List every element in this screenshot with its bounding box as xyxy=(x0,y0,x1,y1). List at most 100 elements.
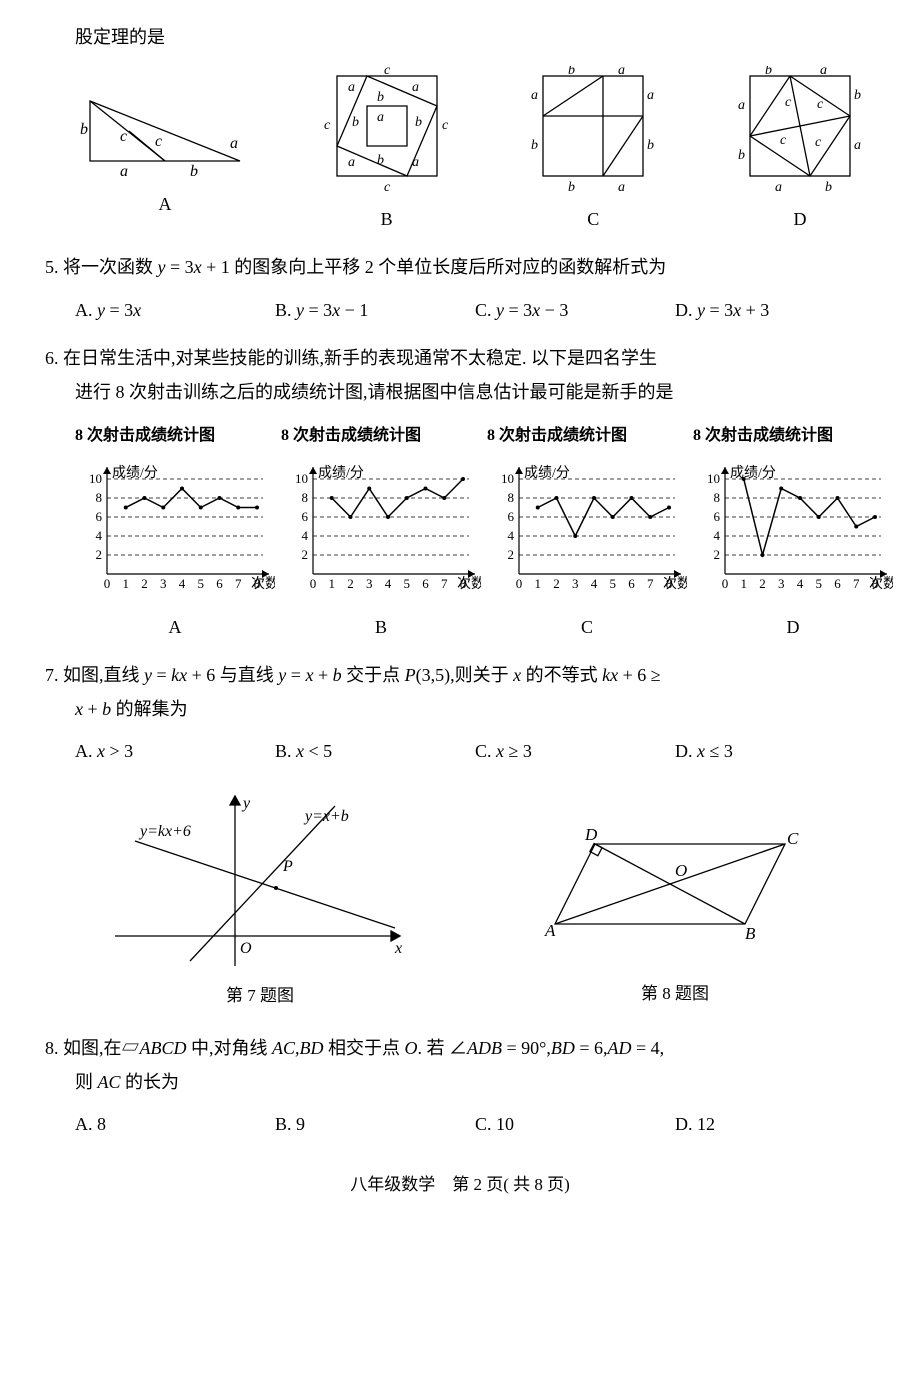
q7-opt-a: A. x > 3 xyxy=(75,734,275,768)
svg-text:c: c xyxy=(785,95,792,110)
svg-text:次数: 次数 xyxy=(869,576,893,592)
q7-q8-figure-row: y x O P y=kx+6 y=x+b 第 7 题图 D C A B xyxy=(45,786,875,1012)
q6-chart-a: 8 次射击成绩统计图246810012345678成绩/分次数A xyxy=(75,421,275,644)
svg-text:a: a xyxy=(618,180,625,195)
svg-text:y=x+b: y=x+b xyxy=(303,808,349,825)
svg-text:2: 2 xyxy=(141,576,148,591)
svg-text:2: 2 xyxy=(96,547,103,562)
q6-charts-row: 8 次射击成绩统计图246810012345678成绩/分次数A 8 次射击成绩… xyxy=(75,421,875,644)
q6-chart-b: 8 次射击成绩统计图246810012345678成绩/分次数B xyxy=(281,421,481,644)
svg-text:c: c xyxy=(324,118,331,133)
q8-num: 8. xyxy=(45,1038,59,1058)
svg-text:0: 0 xyxy=(104,576,111,591)
q5-opt-a: A. y = 3x xyxy=(75,293,275,327)
svg-text:a: a xyxy=(412,155,419,170)
svg-text:a: a xyxy=(531,88,538,103)
svg-text:5: 5 xyxy=(198,576,205,591)
svg-text:a: a xyxy=(348,80,355,95)
question-5: 5. 将一次函数 y = 3x + 1 的图象向上平移 2 个单位长度后所对应的… xyxy=(45,250,875,326)
svg-text:b: b xyxy=(415,115,422,130)
svg-text:0: 0 xyxy=(722,576,729,591)
svg-text:8: 8 xyxy=(96,490,103,505)
svg-text:O: O xyxy=(675,861,687,880)
svg-text:6: 6 xyxy=(714,509,721,524)
geo-label-c: C xyxy=(518,202,668,236)
q7-num: 7. xyxy=(45,665,59,685)
q5-opt-b: B. y = 3x − 1 xyxy=(275,293,475,327)
q8-fig-caption: 第 8 题图 xyxy=(535,978,815,1010)
q5-opt-d: D. y = 3x + 3 xyxy=(675,293,875,327)
svg-text:C: C xyxy=(787,829,799,848)
svg-text:10: 10 xyxy=(707,471,720,486)
q7-opt-c: C. x ≥ 3 xyxy=(475,734,675,768)
svg-text:7: 7 xyxy=(235,576,242,591)
q7-options: A. x > 3 B. x < 5 C. x ≥ 3 D. x ≤ 3 xyxy=(75,734,875,768)
svg-text:y: y xyxy=(241,795,251,812)
q7-fig-caption: 第 7 题图 xyxy=(105,980,415,1012)
geo-label-b: B xyxy=(312,202,462,236)
question-8: 8. 如图,在▱ABCD 中,对角线 AC,BD 相交于点 O. 若 ∠ADB … xyxy=(45,1031,875,1142)
svg-text:a: a xyxy=(820,66,827,78)
svg-text:10: 10 xyxy=(501,471,514,486)
svg-text:c: c xyxy=(442,118,449,133)
q7-line1: 如图,直线 y = kx + 6 与直线 y = x + b 交于点 P(3,5… xyxy=(63,665,661,685)
svg-text:b: b xyxy=(377,153,384,168)
q6-num: 6. xyxy=(45,348,59,368)
svg-text:a: a xyxy=(120,163,128,180)
svg-text:6: 6 xyxy=(508,509,515,524)
svg-text:10: 10 xyxy=(89,471,102,486)
svg-text:a: a xyxy=(738,98,745,113)
svg-text:6: 6 xyxy=(422,576,429,591)
svg-text:8: 8 xyxy=(508,490,515,505)
svg-text:P: P xyxy=(282,858,293,875)
svg-text:a: a xyxy=(618,66,625,78)
svg-text:3: 3 xyxy=(778,576,785,591)
svg-text:7: 7 xyxy=(853,576,860,591)
svg-text:成绩/分: 成绩/分 xyxy=(112,465,158,481)
svg-text:b: b xyxy=(765,66,772,78)
svg-text:a: a xyxy=(412,80,419,95)
fragment-top: 股定理的是 xyxy=(75,20,875,54)
svg-text:1: 1 xyxy=(741,576,748,591)
svg-text:次数: 次数 xyxy=(457,576,481,592)
svg-text:c: c xyxy=(155,133,162,150)
svg-text:7: 7 xyxy=(441,576,448,591)
svg-text:6: 6 xyxy=(302,509,309,524)
q8-opt-c: C. 10 xyxy=(475,1107,675,1141)
svg-text:b: b xyxy=(531,138,538,153)
svg-text:8: 8 xyxy=(302,490,309,505)
geo-label-a: A xyxy=(75,187,255,221)
page-footer: 八年级数学 第 2 页( 共 8 页) xyxy=(45,1169,875,1201)
q8-line1: 如图,在▱ABCD 中,对角线 AC,BD 相交于点 O. 若 ∠ADB = 9… xyxy=(63,1038,664,1058)
svg-text:2: 2 xyxy=(347,576,354,591)
svg-text:4: 4 xyxy=(96,528,103,543)
q5-text: 将一次函数 y = 3x + 1 的图象向上平移 2 个单位长度后所对应的函数解… xyxy=(63,257,666,277)
svg-text:b: b xyxy=(352,115,359,130)
svg-text:a: a xyxy=(348,155,355,170)
geo-fig-d: ba ab ba ab cc cc D xyxy=(725,66,875,236)
svg-text:a: a xyxy=(775,180,782,195)
svg-text:2: 2 xyxy=(553,576,560,591)
svg-text:成绩/分: 成绩/分 xyxy=(524,465,570,481)
svg-text:8: 8 xyxy=(714,490,721,505)
svg-text:6: 6 xyxy=(216,576,223,591)
svg-text:O: O xyxy=(240,940,252,957)
svg-text:成绩/分: 成绩/分 xyxy=(318,465,364,481)
svg-text:6: 6 xyxy=(96,509,103,524)
svg-text:6: 6 xyxy=(834,576,841,591)
svg-text:1: 1 xyxy=(329,576,336,591)
svg-text:4: 4 xyxy=(591,576,598,591)
svg-text:b: b xyxy=(377,90,384,105)
q8-opt-d: D. 12 xyxy=(675,1107,875,1141)
svg-text:0: 0 xyxy=(516,576,523,591)
q7-figure: y x O P y=kx+6 y=x+b 第 7 题图 xyxy=(105,786,415,1012)
q6-line1: 在日常生活中,对某些技能的训练,新手的表现通常不太稳定. 以下是四名学生 xyxy=(63,348,657,368)
geo-fig-b: c c c c aba bb aba a B xyxy=(312,66,462,236)
svg-text:3: 3 xyxy=(572,576,579,591)
svg-text:成绩/分: 成绩/分 xyxy=(730,465,776,481)
svg-text:5: 5 xyxy=(610,576,617,591)
q8-line2: 则 AC 的长为 xyxy=(75,1065,875,1099)
svg-text:2: 2 xyxy=(759,576,766,591)
svg-text:4: 4 xyxy=(302,528,309,543)
q6-chart-d: 8 次射击成绩统计图246810012345678成绩/分次数D xyxy=(693,421,893,644)
